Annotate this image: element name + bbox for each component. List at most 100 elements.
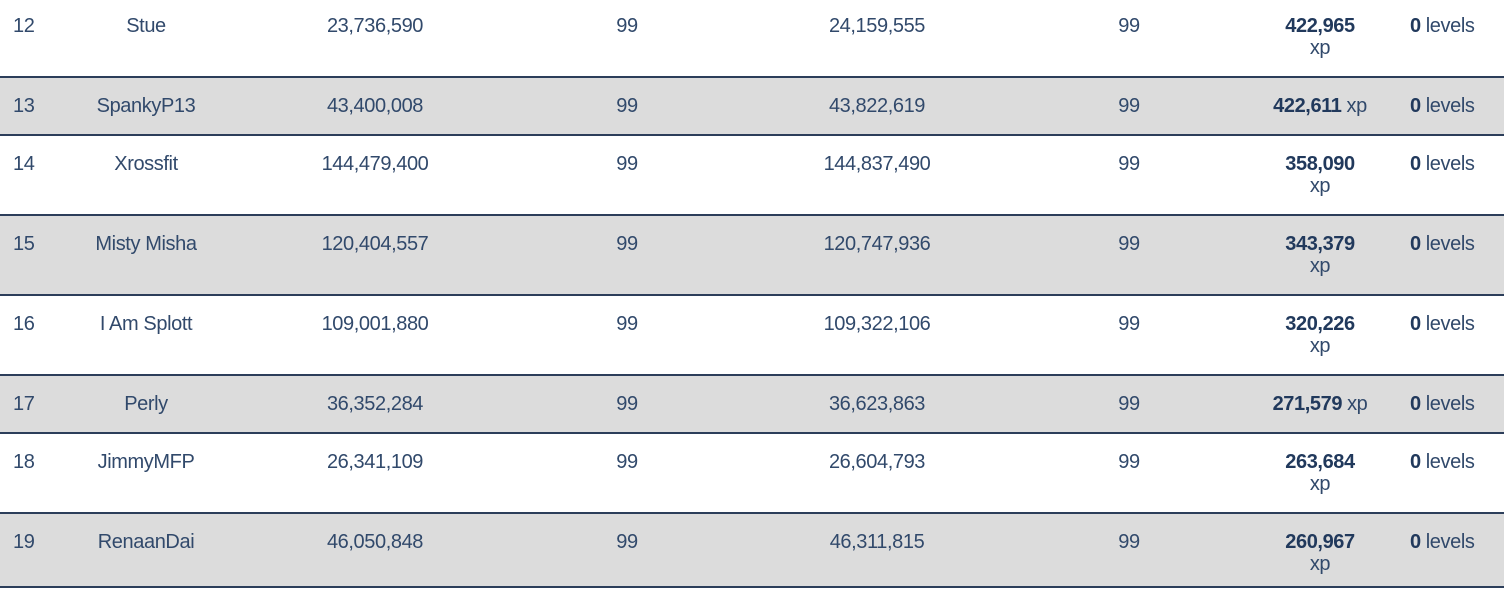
xp-unit-label: xp xyxy=(1309,335,1331,357)
player-name-cell[interactable]: Perly xyxy=(56,375,236,433)
start-xp-value: 120,404,557 xyxy=(321,233,429,255)
player-name-cell[interactable]: Stue xyxy=(56,0,236,77)
xp-unit-label: xp xyxy=(1309,37,1331,59)
gained-levels-cell: 0 levels xyxy=(1396,433,1504,513)
rank-value: 18 xyxy=(13,451,35,473)
end-xp-cell: 24,159,555 xyxy=(740,0,1014,77)
gained-xp-cell: 343,379 xp xyxy=(1244,215,1396,295)
start-level-value: 99 xyxy=(616,233,638,255)
start-level-value: 99 xyxy=(616,531,638,553)
start-level-cell: 99 xyxy=(514,375,740,433)
player-name[interactable]: Stue xyxy=(126,15,166,37)
start-level-value: 99 xyxy=(616,393,638,415)
start-level-value: 99 xyxy=(616,15,638,37)
table-row: 15 Misty Misha 120,404,557 99 120,747,93… xyxy=(0,215,1504,295)
rank-value: 12 xyxy=(13,15,35,37)
start-xp-value: 26,341,109 xyxy=(326,451,424,473)
table-row: 19 RenaanDai 46,050,848 99 46,311,815 99… xyxy=(0,513,1504,587)
end-level-value: 99 xyxy=(1118,393,1140,415)
xp-unit-label: xp xyxy=(1309,175,1331,197)
gained-xp-value: 271,579 xyxy=(1272,393,1343,415)
gained-levels-value: 0 xyxy=(1410,233,1421,255)
gained-xp-cell: 422,611 xp xyxy=(1244,77,1396,135)
end-level-cell: 99 xyxy=(1014,135,1244,215)
start-xp-value: 46,050,848 xyxy=(326,531,424,553)
player-name[interactable]: RenaanDai xyxy=(97,531,195,553)
start-level-cell: 99 xyxy=(514,77,740,135)
gained-xp-cell: 358,090 xp xyxy=(1244,135,1396,215)
end-xp-cell: 46,311,815 xyxy=(740,513,1014,587)
end-xp-cell: 144,837,490 xyxy=(740,135,1014,215)
gained-xp-cell: 263,684 xp xyxy=(1244,433,1396,513)
player-name[interactable]: Misty Misha xyxy=(95,233,197,255)
player-name[interactable]: Perly xyxy=(124,393,168,415)
xp-unit-label: xp xyxy=(1309,473,1331,495)
player-name[interactable]: Xrossfit xyxy=(114,153,178,175)
player-name-cell[interactable]: SpankyP13 xyxy=(56,77,236,135)
rank-cell: 15 xyxy=(0,215,56,295)
end-xp-cell: 26,604,793 xyxy=(740,433,1014,513)
player-name-cell[interactable]: I Am Splott xyxy=(56,295,236,375)
start-xp-value: 23,736,590 xyxy=(326,15,424,37)
rank-cell: 19 xyxy=(0,513,56,587)
levels-unit-label: levels xyxy=(1425,233,1475,255)
player-name-cell[interactable]: Misty Misha xyxy=(56,215,236,295)
gained-levels-value: 0 xyxy=(1410,153,1421,175)
rank-value: 15 xyxy=(13,233,35,255)
end-level-cell: 99 xyxy=(1014,0,1244,77)
table-row: 18 JimmyMFP 26,341,109 99 26,604,793 99 … xyxy=(0,433,1504,513)
rank-cell: 13 xyxy=(0,77,56,135)
end-level-cell: 99 xyxy=(1014,433,1244,513)
end-level-cell: 99 xyxy=(1014,513,1244,587)
start-level-cell: 99 xyxy=(514,513,740,587)
end-level-cell: 99 xyxy=(1014,215,1244,295)
gained-xp-value: 358,090 xyxy=(1285,153,1355,175)
xp-unit-label: xp xyxy=(1346,95,1368,117)
rank-cell: 16 xyxy=(0,295,56,375)
levels-unit-label: levels xyxy=(1425,393,1475,415)
player-name-cell[interactable]: JimmyMFP xyxy=(56,433,236,513)
start-xp-cell: 23,736,590 xyxy=(236,0,514,77)
start-xp-cell: 26,341,109 xyxy=(236,433,514,513)
end-level-cell: 99 xyxy=(1014,77,1244,135)
levels-unit-label: levels xyxy=(1425,15,1475,37)
gained-xp-value: 263,684 xyxy=(1285,451,1355,473)
start-level-cell: 99 xyxy=(514,295,740,375)
end-level-value: 99 xyxy=(1118,233,1140,255)
player-name[interactable]: JimmyMFP xyxy=(97,451,195,473)
end-xp-cell: 36,623,863 xyxy=(740,375,1014,433)
start-xp-cell: 43,400,008 xyxy=(236,77,514,135)
start-xp-value: 43,400,008 xyxy=(326,95,424,117)
start-level-value: 99 xyxy=(616,153,638,175)
start-level-value: 99 xyxy=(616,313,638,335)
table-row: 17 Perly 36,352,284 99 36,623,863 99 271… xyxy=(0,375,1504,433)
end-level-cell: 99 xyxy=(1014,295,1244,375)
player-name[interactable]: SpankyP13 xyxy=(96,95,196,117)
start-xp-cell: 46,050,848 xyxy=(236,513,514,587)
player-name-cell[interactable]: RenaanDai xyxy=(56,513,236,587)
end-xp-value: 109,322,106 xyxy=(823,313,931,335)
player-name-cell[interactable]: Xrossfit xyxy=(56,135,236,215)
xp-unit-label: xp xyxy=(1309,553,1331,575)
gained-xp-value: 260,967 xyxy=(1285,531,1355,553)
table-row: 16 I Am Splott 109,001,880 99 109,322,10… xyxy=(0,295,1504,375)
rank-cell: 14 xyxy=(0,135,56,215)
start-xp-cell: 120,404,557 xyxy=(236,215,514,295)
gained-levels-cell: 0 levels xyxy=(1396,135,1504,215)
player-name[interactable]: I Am Splott xyxy=(99,313,193,335)
gained-levels-value: 0 xyxy=(1410,15,1421,37)
end-xp-value: 120,747,936 xyxy=(823,233,931,255)
table-row: 12 Stue 23,736,590 99 24,159,555 99 422,… xyxy=(0,0,1504,77)
start-level-cell: 99 xyxy=(514,135,740,215)
end-xp-value: 144,837,490 xyxy=(823,153,931,175)
start-level-cell: 99 xyxy=(514,0,740,77)
levels-unit-label: levels xyxy=(1425,153,1475,175)
gained-xp-cell: 422,965 xp xyxy=(1244,0,1396,77)
gained-xp-cell: 320,226 xp xyxy=(1244,295,1396,375)
end-level-cell: 99 xyxy=(1014,375,1244,433)
gained-xp-value: 320,226 xyxy=(1285,313,1355,335)
start-level-value: 99 xyxy=(616,95,638,117)
levels-unit-label: levels xyxy=(1425,531,1475,553)
rank-cell: 17 xyxy=(0,375,56,433)
